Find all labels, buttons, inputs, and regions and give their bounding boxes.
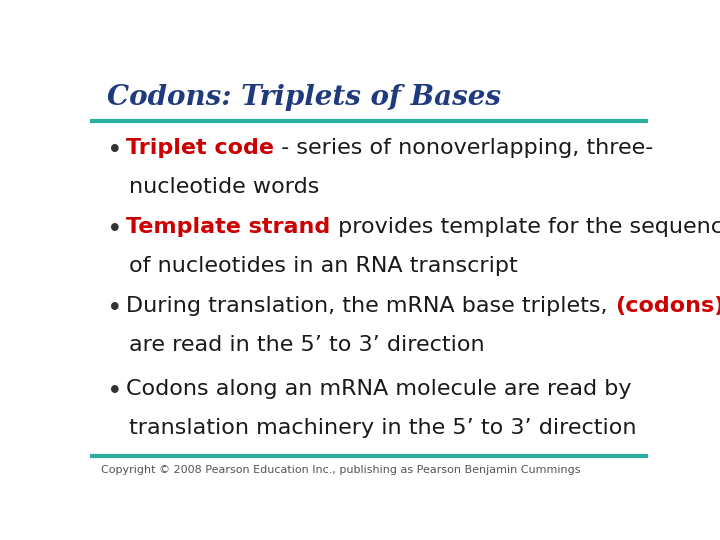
- Text: •: •: [107, 217, 122, 242]
- Text: During translation, the mRNA base triplets,: During translation, the mRNA base triple…: [126, 295, 615, 315]
- Text: Copyright © 2008 Pearson Education Inc., publishing as Pearson Benjamin Cummings: Copyright © 2008 Pearson Education Inc.,…: [101, 465, 580, 475]
- Text: nucleotide words: nucleotide words: [129, 177, 320, 197]
- Text: •: •: [107, 295, 122, 321]
- Text: Codons along an mRNA molecule are read by: Codons along an mRNA molecule are read b…: [126, 379, 631, 399]
- Text: are read in the 5’ to 3’ direction: are read in the 5’ to 3’ direction: [129, 335, 485, 355]
- Text: Triplet code: Triplet code: [126, 138, 274, 158]
- Text: translation machinery in the 5’ to 3’ direction: translation machinery in the 5’ to 3’ di…: [129, 418, 636, 438]
- Text: (codons): (codons): [615, 295, 720, 315]
- Text: Codons: Triplets of Bases: Codons: Triplets of Bases: [107, 84, 500, 111]
- Text: - series of nonoverlapping, three-: - series of nonoverlapping, three-: [274, 138, 654, 158]
- Text: •: •: [107, 138, 122, 164]
- Text: Template strand: Template strand: [126, 217, 330, 237]
- Text: •: •: [107, 379, 122, 404]
- Text: of nucleotides in an RNA transcript: of nucleotides in an RNA transcript: [129, 256, 518, 276]
- Text: provides template for the sequence: provides template for the sequence: [330, 217, 720, 237]
